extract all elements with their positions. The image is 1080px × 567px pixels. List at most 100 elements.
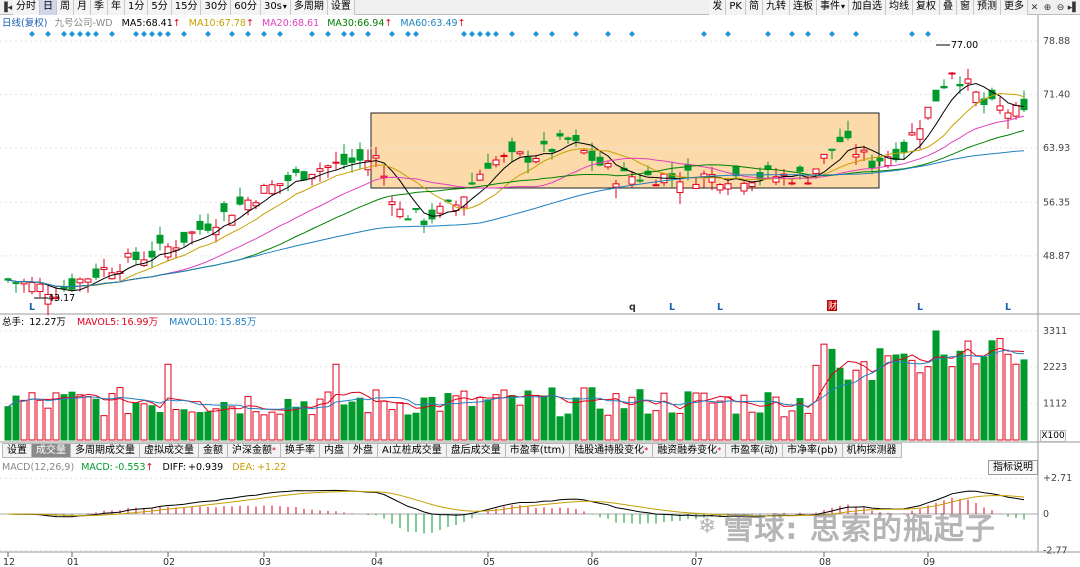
volume-bar [180,409,188,441]
signal-diamond-icon [413,31,419,37]
date-tick-label: 04 [371,557,383,567]
volume-bar [340,404,348,441]
signal-diamond-icon [229,31,235,37]
indicator-tab[interactable]: AI立桩成交量 [378,443,447,458]
volume-bar [740,394,748,441]
toolbar-function-button[interactable]: 发 [709,0,727,15]
signal-diamond-icon [509,31,515,37]
toolbar-function-button[interactable]: 预测 [974,0,1001,15]
period-button[interactable]: 60分 [231,0,261,15]
indicator-tab[interactable]: 金额 [199,443,228,458]
candle-body [156,234,164,244]
price-candles [4,68,1028,316]
volume-bar [188,411,196,441]
candle-body [12,282,20,285]
signal-diamond-icon [61,31,67,37]
period-button[interactable]: 日 [40,0,57,15]
toolbar-function-button[interactable]: 复权 [913,0,940,15]
period-button[interactable]: 30分 [201,0,232,15]
indicator-tab-label: 融资融券变化 [657,445,718,456]
toolbar-function-button[interactable]: 连板 [789,0,817,15]
period-button[interactable]: 30s [260,0,291,15]
toolbar-function-button[interactable]: 事件 [816,0,849,15]
period-button[interactable]: 季 [91,0,108,15]
indicator-tab[interactable]: 沪深金额* [228,443,281,458]
indicator-help-button[interactable]: 指标说明 [988,460,1038,475]
period-button[interactable]: 设置 [327,0,355,15]
signal-diamond-icon [157,31,163,37]
period-button[interactable]: 年 [108,0,125,15]
indicator-tab-label: 虚拟成交量 [144,445,194,456]
zoom-out-icon[interactable]: ⊖ [1056,2,1065,13]
indicator-tab[interactable]: 虚拟成交量 [140,443,199,458]
volume-bar [892,354,900,441]
indicator-tab[interactable]: 设置 [2,443,32,458]
volume-bar [1004,353,1012,441]
indicator-tab[interactable]: 市盈率(ttm) [505,443,571,458]
period-button[interactable]: 1分 [125,0,149,15]
indicator-tab[interactable]: 内盘 [320,443,349,458]
toolbar-function-button[interactable]: 均线 [886,0,913,15]
toolbar-function-button[interactable]: 叠 [940,0,957,15]
toolbar-function-button[interactable]: 更多 [1001,0,1028,15]
candle-body [124,252,132,258]
period-button[interactable]: 多周期 [290,0,328,15]
macd-title: MACD(12,26,9) [2,462,74,473]
toolbar-function-button[interactable]: 简 [745,0,763,15]
candle-body [300,171,308,181]
candle-body [420,220,428,226]
candle-body [524,156,532,163]
period-button[interactable]: 15分 [171,0,202,15]
candle-body [284,174,292,182]
period-button[interactable]: 周 [57,0,74,15]
price-tick-label: 63.93 [1043,143,1070,154]
candle-body [788,182,796,185]
volume-bar [164,363,172,441]
period-button[interactable]: 5分 [148,0,172,15]
toolbar-function-button[interactable]: 加自选 [849,0,886,15]
volume-bar [228,406,236,441]
toolbar-function-button[interactable]: PK [726,0,746,15]
indicator-tab[interactable]: 成交量 [32,443,71,458]
toolbar-function-button[interactable]: 九转 [762,0,790,15]
candle-body [652,184,660,187]
period-button[interactable]: 分时 [13,0,40,15]
indicator-tab[interactable]: 外盘 [349,443,378,458]
collapse-left-icon[interactable]: ▐◂ [0,2,13,13]
indicator-tab[interactable]: 盘后成交量 [446,443,506,458]
candle-body [860,149,868,153]
expand-right-icon[interactable]: ▸▌ [1067,2,1080,13]
dea-label: DEA: [232,462,255,473]
macd-histogram [0,477,1038,552]
candle-body [908,132,916,136]
mavol5-value: 16.99万 [121,317,158,328]
candle-body [964,78,972,84]
toolbar-function-button[interactable]: 窗 [957,0,974,15]
indicator-tab[interactable]: 换手率 [281,443,320,458]
close-icon[interactable]: ✕ [1030,2,1039,13]
volume-bar [220,401,228,441]
candle-body [1004,112,1012,119]
consolidation-box [370,112,880,189]
volume-legend: 总手: 12.27万 MAVOL5: 16.99万 MAVOL10: 15.85万 [2,316,256,328]
ma5-value: 68.41 [146,18,173,29]
candle-body [556,133,564,137]
indicator-tab[interactable]: 陆股通持股变化* [570,443,654,458]
candle-body [916,128,924,140]
signal-diamond-icon [605,31,611,37]
indicator-tab[interactable]: 融资融券变化* [653,443,727,458]
signal-diamond-icon [469,31,475,37]
candle-body [564,137,572,140]
indicator-tab[interactable]: 机构探测器 [842,443,902,458]
finance-marker-icon [827,300,837,311]
indicator-tab-label: 市盈率(ttm) [509,445,566,456]
candle-body [796,166,804,172]
toolbar-spacer [355,0,709,14]
indicator-tab[interactable]: 市净率(pb) [783,443,843,458]
period-button[interactable]: 月 [74,0,91,15]
candle-body [844,130,852,139]
indicator-tab[interactable]: 市盈率(动) [726,443,783,458]
zoom-in-icon[interactable]: ⊕ [1043,2,1052,13]
indicator-tab[interactable]: 多周期成交量 [71,443,140,458]
